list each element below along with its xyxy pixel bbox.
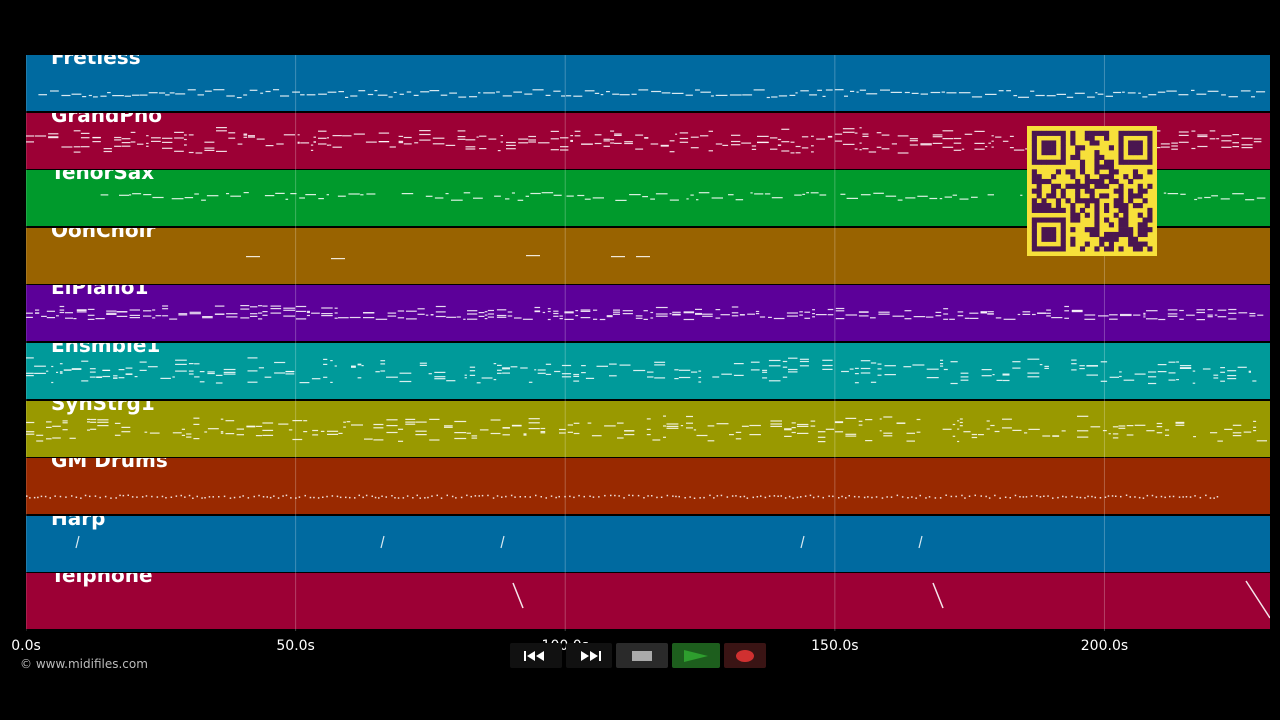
note-roll <box>26 305 1264 321</box>
stop-icon <box>632 650 652 661</box>
note-roll <box>100 192 1266 202</box>
track-name: SynStrg1 <box>51 400 155 415</box>
track-lane[interactable]: SynStrg1 <box>26 400 1270 457</box>
track-lane[interactable]: Telphone <box>26 573 1270 630</box>
rewind-icon <box>524 650 544 661</box>
transport-controls <box>510 643 766 668</box>
note-roll <box>38 89 1266 99</box>
copyright-text: © www.midifiles.com <box>20 657 148 671</box>
time-tick-label: 50.0s <box>276 638 315 654</box>
track-name: Harp <box>51 515 106 530</box>
rewind-button[interactable] <box>510 643 562 668</box>
track-name: OohChoir <box>51 227 156 242</box>
time-tick-label: 200.0s <box>1080 638 1129 654</box>
note-roll <box>26 494 1219 500</box>
fast-forward-icon <box>581 650 601 661</box>
track-lane[interactable]: Fretless <box>26 55 1270 111</box>
track-name: ElPiano1 <box>51 285 149 300</box>
note-roll <box>26 415 1267 442</box>
track-name: GM Drums <box>51 458 168 473</box>
track-name: Ensmble1 <box>51 343 161 357</box>
track-name: Fretless <box>51 55 141 69</box>
track-lane[interactable]: Harp <box>26 515 1270 572</box>
qr-code-icon <box>1027 126 1157 256</box>
record-button[interactable] <box>724 643 766 668</box>
fast-forward-button[interactable] <box>566 643 612 668</box>
track-lane[interactable]: GM Drums <box>26 458 1270 515</box>
stop-button[interactable] <box>616 643 668 668</box>
track-name: GrandPno <box>51 112 162 127</box>
note-roll <box>26 357 1257 385</box>
track-name: TenorSax <box>51 170 155 185</box>
note-roll <box>75 535 923 548</box>
time-tick-label: 150.0s <box>811 638 859 654</box>
note-roll <box>512 580 1270 619</box>
track-lane[interactable]: Ensmble1 <box>26 343 1270 399</box>
record-icon <box>736 649 754 662</box>
time-tick-label: 0.0s <box>11 638 41 654</box>
track-lane[interactable]: ElPiano1 <box>26 285 1270 342</box>
track-name: Telphone <box>51 573 153 588</box>
note-roll <box>246 254 650 259</box>
play-icon <box>684 649 708 662</box>
play-button[interactable] <box>672 643 720 668</box>
